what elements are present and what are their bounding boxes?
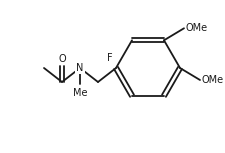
Text: OMe: OMe bbox=[185, 23, 207, 33]
Text: Me: Me bbox=[73, 88, 87, 98]
Text: N: N bbox=[76, 63, 84, 73]
Text: OMe: OMe bbox=[201, 75, 223, 85]
Text: O: O bbox=[58, 54, 66, 64]
Text: F: F bbox=[107, 53, 113, 63]
